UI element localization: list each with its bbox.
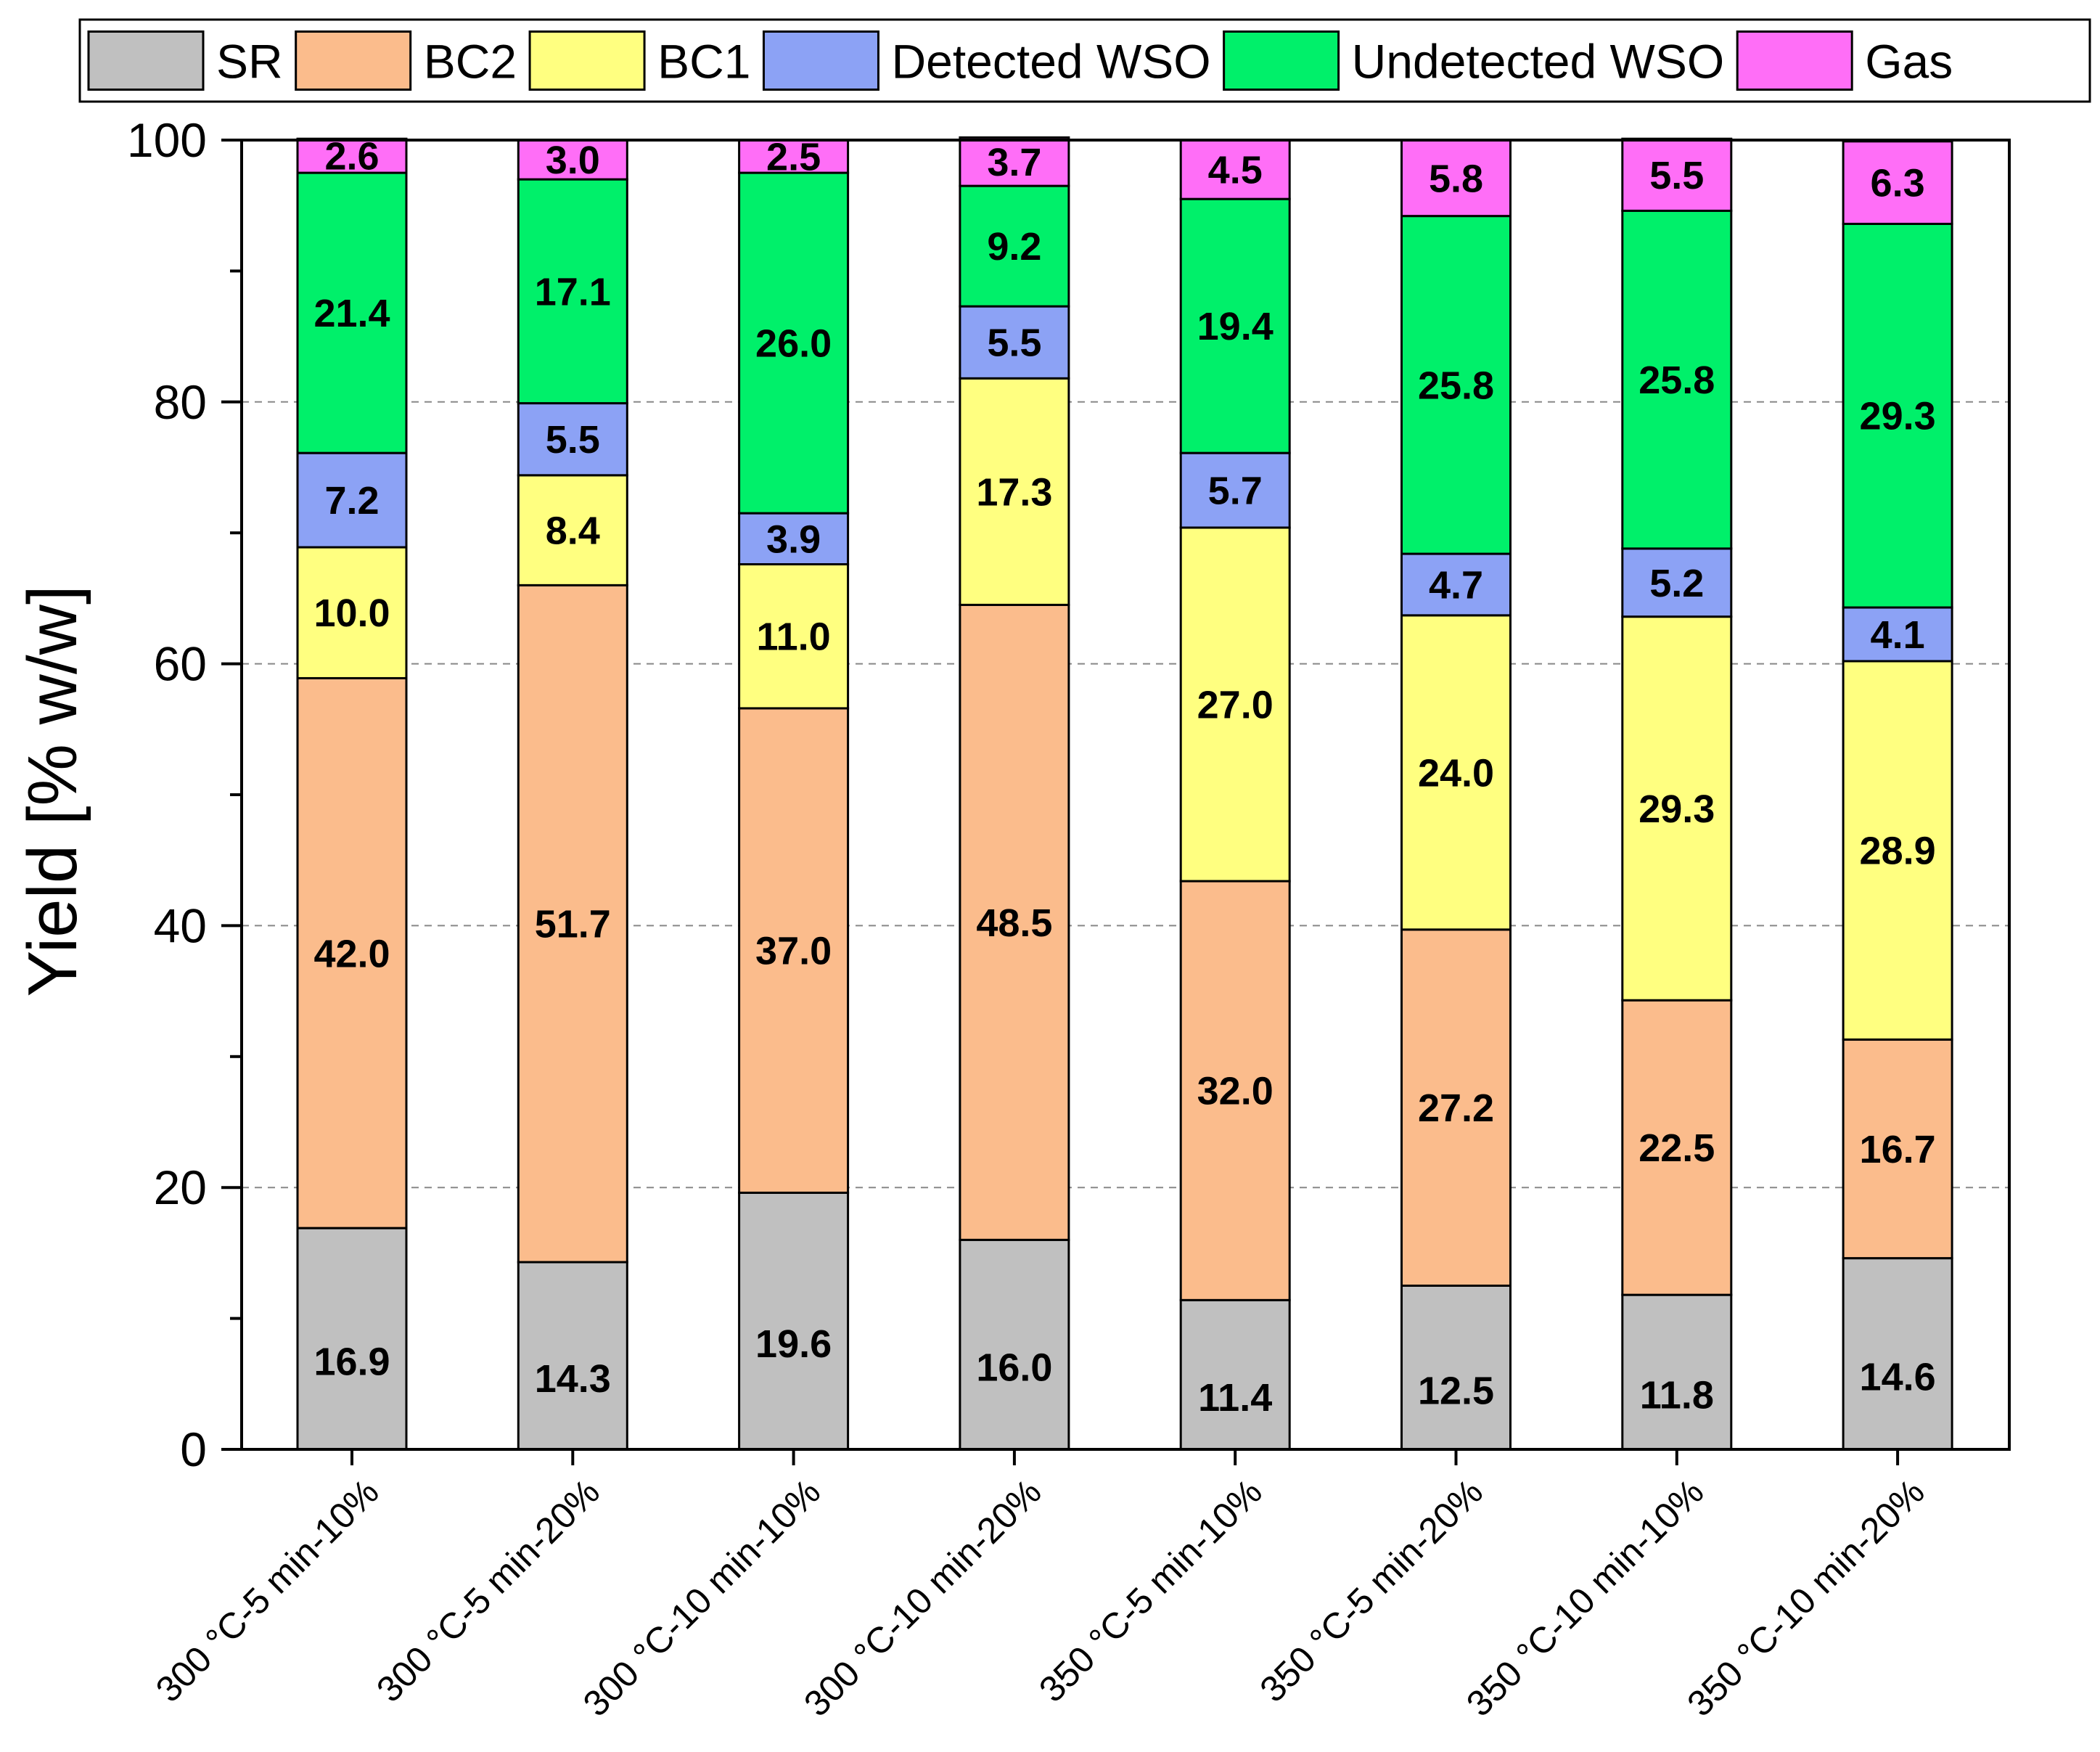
legend-swatch-bc2 — [296, 32, 411, 90]
legend-swatch-undetected-wso — [1224, 32, 1339, 90]
data-label-bc2-4: 48.5 — [976, 901, 1052, 945]
data-label-gas-7: 5.5 — [1649, 154, 1704, 197]
data-label-bc2-7: 22.5 — [1638, 1126, 1715, 1170]
x-category-label-1: 300 °C-5 min-10% — [148, 1471, 387, 1710]
data-label-detected-wso-5: 5.7 — [1208, 470, 1263, 513]
data-label-detected-wso-1: 7.2 — [324, 479, 379, 523]
legend-label-detected-wso: Detected WSO — [891, 35, 1210, 89]
plot-frame — [242, 140, 2009, 1449]
data-label-detected-wso-4: 5.5 — [987, 322, 1041, 365]
y-tick-label-40: 40 — [154, 898, 207, 952]
bar-segment-sr-4 — [960, 1240, 1069, 1449]
data-label-undetected-wso-6: 25.8 — [1418, 364, 1494, 407]
data-label-bc1-8: 28.9 — [1860, 830, 1936, 873]
legend-swatch-gas — [1737, 32, 1852, 90]
x-category-label-6: 350 °C-5 min-20% — [1252, 1471, 1490, 1710]
legend-label-gas: Gas — [1865, 35, 1953, 89]
data-label-sr-7: 11.8 — [1640, 1374, 1714, 1417]
x-category-label-5: 350 °C-5 min-10% — [1031, 1471, 1270, 1710]
data-label-detected-wso-8: 4.1 — [1871, 613, 1925, 657]
x-category-label-8: 350 °C-10 min-20% — [1679, 1471, 1932, 1724]
y-tick-label-80: 80 — [154, 375, 207, 429]
data-label-gas-5: 4.5 — [1208, 149, 1263, 192]
data-label-undetected-wso-8: 29.3 — [1860, 395, 1936, 438]
bar-segment-sr-1 — [298, 1228, 406, 1449]
data-label-sr-6: 12.5 — [1418, 1369, 1494, 1412]
bar-segment-sr-5 — [1181, 1300, 1289, 1449]
y-tick-label-0: 0 — [180, 1423, 207, 1476]
legend-swatch-sr — [89, 32, 203, 90]
data-label-detected-wso-3: 3.9 — [766, 517, 821, 561]
data-label-undetected-wso-1: 21.4 — [313, 292, 390, 335]
data-label-sr-4: 16.0 — [976, 1346, 1052, 1390]
data-label-undetected-wso-3: 26.0 — [755, 322, 832, 366]
data-label-bc2-6: 27.2 — [1418, 1086, 1494, 1130]
data-label-undetected-wso-4: 9.2 — [987, 225, 1041, 269]
legend-label-bc1: BC1 — [657, 35, 750, 89]
data-label-sr-2: 14.3 — [535, 1357, 611, 1401]
data-label-bc1-2: 8.4 — [546, 509, 600, 553]
data-label-gas-4: 3.7 — [987, 141, 1041, 184]
data-label-gas-8: 6.3 — [1871, 162, 1925, 205]
bar-segment-sr-3 — [739, 1192, 848, 1449]
data-label-sr-3: 19.6 — [755, 1322, 832, 1366]
data-label-bc1-5: 27.0 — [1197, 684, 1273, 727]
bar-segment-sr-2 — [518, 1262, 627, 1449]
legend-swatch-detected-wso — [763, 32, 878, 90]
grid-lines — [242, 402, 2009, 1187]
data-label-bc1-1: 10.0 — [313, 591, 390, 635]
x-category-label-3: 300 °C-10 min-10% — [575, 1471, 829, 1724]
data-label-bc2-5: 32.0 — [1197, 1070, 1273, 1113]
data-label-detected-wso-2: 5.5 — [546, 418, 600, 462]
data-label-detected-wso-6: 4.7 — [1429, 563, 1483, 607]
y-tick-label-100: 100 — [127, 113, 207, 167]
data-label-bc2-1: 42.0 — [313, 932, 390, 975]
bars: 16.9 42.0 10.0 7.2 21.4 2.6 14.3 51.7 8.4 5.5 17.1… — [298, 135, 1952, 1449]
data-label-gas-2: 3.0 — [546, 139, 600, 182]
data-label-gas-3: 2.5 — [766, 136, 821, 179]
data-label-sr-5: 11.4 — [1198, 1376, 1272, 1420]
data-label-bc2-8: 16.7 — [1860, 1128, 1936, 1171]
y-axis-title: Yield [% w/w] — [14, 585, 91, 996]
x-category-label-2: 300 °C-5 min-20% — [369, 1471, 607, 1710]
data-label-bc2-2: 51.7 — [535, 903, 611, 946]
x-category-label-4: 300 °C-10 min-20% — [796, 1471, 1049, 1724]
data-label-sr-8: 14.6 — [1860, 1355, 1936, 1399]
y-tick-label-20: 20 — [154, 1161, 207, 1214]
data-label-bc1-3: 11.0 — [757, 615, 831, 659]
data-label-undetected-wso-2: 17.1 — [535, 270, 611, 314]
data-label-undetected-wso-7: 25.8 — [1638, 359, 1715, 402]
legend: SR BC2 BC1 Detected WSO Undetected WSO Gas — [80, 20, 2090, 102]
y-tick-label-60: 60 — [154, 637, 207, 691]
x-category-label-7: 350 °C-10 min-10% — [1459, 1471, 1712, 1724]
legend-label-undetected-wso: Undetected WSO — [1352, 35, 1725, 89]
legend-label-bc2: BC2 — [424, 35, 517, 89]
data-label-detected-wso-7: 5.2 — [1649, 562, 1704, 605]
data-label-bc1-4: 17.3 — [976, 470, 1052, 514]
data-label-bc1-7: 29.3 — [1638, 787, 1715, 831]
bar-segment-sr-6 — [1402, 1286, 1511, 1450]
data-label-bc1-6: 24.0 — [1418, 751, 1494, 795]
data-label-undetected-wso-5: 19.4 — [1197, 305, 1273, 348]
data-label-sr-1: 16.9 — [313, 1340, 390, 1384]
legend-swatch-bc1 — [530, 32, 644, 90]
legend-label-sr: SR — [216, 35, 283, 89]
data-label-bc2-3: 37.0 — [755, 930, 832, 973]
bar-segment-sr-8 — [1843, 1258, 1952, 1449]
stacked-bar-chart: 16.942.010.07.221.42.614.351.78.45.517.1… — [0, 0, 2100, 1748]
data-label-gas-6: 5.8 — [1429, 157, 1483, 200]
bar-segment-sr-7 — [1623, 1295, 1731, 1449]
chart-container: 16.9 42.0 10.0 7.2 21.4 2.6 14.3 51.7 8.4 5.5 17.1… — [0, 0, 2100, 1748]
